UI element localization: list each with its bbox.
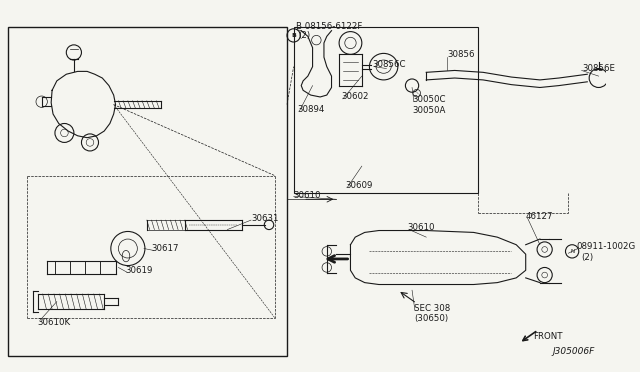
Text: J305006F: J305006F: [552, 347, 595, 356]
Text: B 08156-6122F: B 08156-6122F: [296, 22, 363, 31]
Text: 30856C: 30856C: [372, 60, 406, 69]
Text: 30894: 30894: [298, 105, 325, 114]
Text: 30050C: 30050C: [412, 95, 445, 104]
Text: N: N: [570, 249, 574, 254]
Text: 46127: 46127: [525, 212, 553, 221]
Text: 30610: 30610: [407, 223, 435, 232]
Bar: [294, 27, 478, 193]
Text: 30050A: 30050A: [412, 106, 445, 115]
Text: (2): (2): [298, 31, 310, 40]
Text: 08911-1002G: 08911-1002G: [577, 242, 636, 251]
Text: 30602: 30602: [341, 93, 369, 102]
Text: (2): (2): [582, 253, 594, 263]
Text: 30856: 30856: [447, 50, 475, 59]
Text: B: B: [291, 33, 296, 38]
Text: 30610: 30610: [294, 191, 321, 200]
Text: SEC 308: SEC 308: [414, 304, 450, 313]
Text: 30610K: 30610K: [38, 318, 71, 327]
Bar: [8, 27, 287, 356]
Text: 30609: 30609: [346, 180, 373, 190]
Text: 30856E: 30856E: [582, 64, 616, 73]
Text: FRONT: FRONT: [533, 332, 563, 341]
Text: (30650): (30650): [414, 314, 448, 323]
Text: 30619: 30619: [125, 266, 152, 275]
Text: 30617: 30617: [152, 244, 179, 253]
Text: 30631: 30631: [251, 214, 278, 223]
